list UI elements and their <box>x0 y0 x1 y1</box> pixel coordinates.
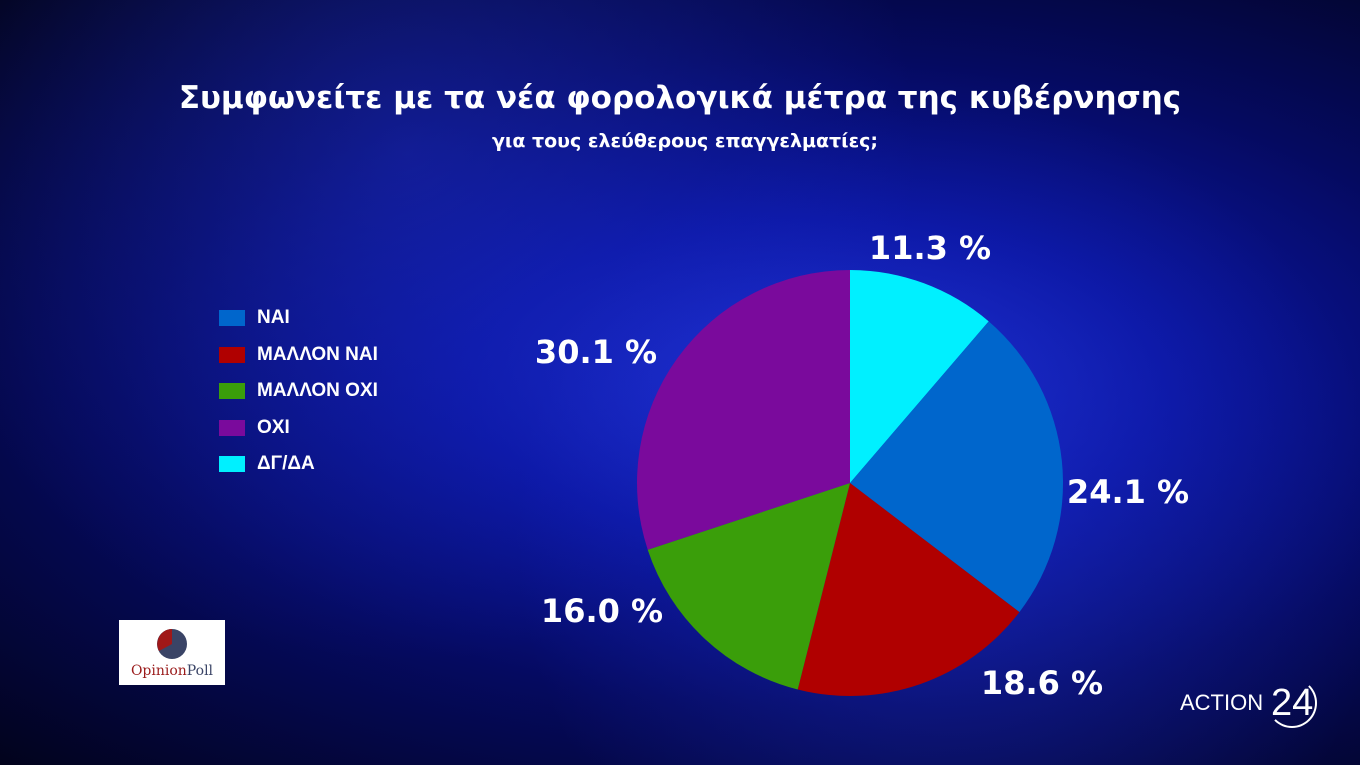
data-label: 11.3 % <box>868 229 992 267</box>
legend-label: ΝΑΙ <box>257 307 290 329</box>
legend: ΝΑΙ ΜΑΛΛΟΝ ΝΑΙ ΜΑΛΛΟΝ ΟΧΙ ΟΧΙ ΔΓ/ΔΑ <box>219 300 378 483</box>
pie-slice <box>647 483 850 690</box>
pie-slice <box>797 483 1020 697</box>
legend-label: ΔΓ/ΔΑ <box>257 453 315 475</box>
opinion-poll-pie-icon <box>157 629 187 659</box>
pie-slice <box>850 270 989 483</box>
legend-swatch <box>219 456 245 473</box>
legend-item: ΜΑΛΛΟΝ ΝΑΙ <box>219 337 378 374</box>
legend-swatch <box>219 419 245 436</box>
pie-slice <box>850 321 1064 613</box>
legend-swatch <box>219 346 245 363</box>
opinion-poll-text: OpinionPoll <box>130 663 214 679</box>
legend-swatch <box>219 383 245 400</box>
legend-label: ΟΧΙ <box>257 416 290 438</box>
legend-item: ΟΧΙ <box>219 410 378 447</box>
legend-label: ΜΑΛΛΟΝ ΟΧΙ <box>257 380 378 402</box>
action24-logo: ACTION 24 <box>1180 678 1318 728</box>
data-label: 30.1 % <box>534 333 658 371</box>
legend-item: ΝΑΙ <box>219 300 378 337</box>
pie-slice <box>637 270 850 550</box>
chart-title: Συμφωνείτε με τα νέα φορολογικά μέτρα τη… <box>178 80 1182 116</box>
legend-swatch <box>219 310 245 327</box>
legend-item: ΔΓ/ΔΑ <box>219 446 378 483</box>
data-label: 18.6 % <box>980 664 1104 702</box>
opinion-poll-logo: OpinionPoll <box>119 620 225 685</box>
chart-subtitle: για τους ελεύθερους επαγγελματίες; <box>491 130 879 152</box>
legend-label: ΜΑΛΛΟΝ ΝΑΙ <box>257 343 378 365</box>
data-label: 16.0 % <box>540 592 664 630</box>
legend-item: ΜΑΛΛΟΝ ΟΧΙ <box>219 373 378 410</box>
data-label: 24.1 % <box>1066 473 1190 511</box>
